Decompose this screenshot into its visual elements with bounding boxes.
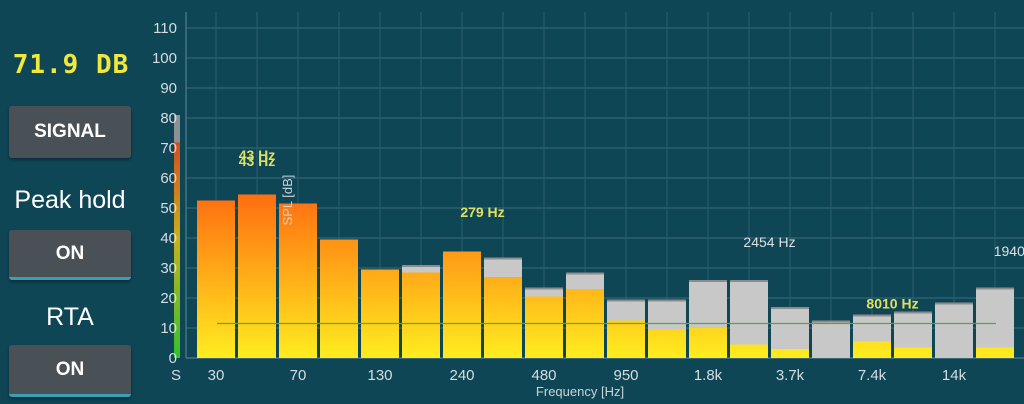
x-tick-label: 7.4k [858, 367, 887, 384]
y-tick-label: 70 [160, 140, 177, 157]
x-tick-label: 30 [208, 367, 225, 384]
rta-bar [771, 349, 809, 358]
y-tick-label: 60 [160, 170, 177, 187]
x-tick-label: 950 [613, 367, 638, 384]
rta-bar [197, 200, 235, 358]
y-tick-label: 110 [153, 20, 177, 37]
y-tick-label: 90 [160, 80, 177, 97]
peak-hold-label: Peak hold [14, 186, 126, 214]
y-tick-label: 100 [152, 50, 177, 67]
rta-bars [197, 194, 1014, 358]
signal-meter-level [174, 142, 180, 358]
peak-hold-toggle-button[interactable]: ON [9, 230, 131, 280]
spl-level-readout: 71.9 DB [12, 50, 130, 80]
rta-bar [976, 347, 1014, 358]
peak-frequency-label: 279 Hz [460, 204, 504, 220]
y-tick-label: 20 [160, 290, 177, 307]
peak-frequency-label: 8010 Hz [866, 296, 918, 312]
y-tick-label: 80 [160, 110, 177, 127]
y-tick-label: 0 [169, 350, 177, 367]
x-tick-label: 130 [367, 367, 392, 384]
spectrum-chart[interactable]: 0 10 20 30 40 50 60 70 80 90 100 110 S 30 70 130 240 480… [140, 0, 1024, 404]
y-tick-label: 30 [160, 260, 177, 277]
rta-bar [443, 251, 481, 358]
x-tick-label: S [171, 367, 181, 384]
signal-button[interactable]: SIGNAL [9, 106, 131, 158]
x-axis-title: Frequency [Hz] [536, 384, 624, 399]
rta-bar [894, 347, 932, 358]
rta-bar [525, 296, 563, 358]
peak-frequency-label: 2454 Hz [743, 234, 795, 250]
rta-bar [361, 269, 399, 358]
rta-label: RTA [46, 303, 94, 331]
rta-bar [730, 344, 768, 358]
rta-bar [238, 194, 276, 358]
peak-frequency-label: 19401 Hz [994, 243, 1024, 259]
x-tick-label: 3.7k [776, 367, 805, 384]
peak-frequency-label: 43 Hz [239, 147, 276, 163]
x-tick-label: 240 [449, 367, 474, 384]
x-axis-tick-labels: S 30 70 130 240 480 950 1.8k 3.7k 7.4k 14k [171, 367, 967, 384]
x-tick-label: 70 [290, 367, 307, 384]
rta-toggle-button[interactable]: ON [9, 345, 131, 397]
x-tick-label: 480 [531, 367, 556, 384]
y-tick-label: 10 [160, 320, 177, 337]
rta-bar [607, 320, 645, 358]
rta-bar [853, 341, 891, 358]
y-tick-label: 50 [160, 200, 177, 217]
rta-bar [279, 203, 317, 358]
signal-level-meter [174, 115, 180, 358]
rta-bar [402, 272, 440, 358]
rta-bar [320, 239, 358, 358]
rta-bar [484, 277, 522, 358]
sidebar-panel: 71.9 DB SIGNAL Peak hold ON RTA ON [0, 0, 140, 404]
rta-bar [648, 329, 686, 358]
y-axis-title: SPL [dB] [280, 175, 295, 226]
peak-hold-bar [976, 287, 1014, 358]
x-tick-label: 1.8k [694, 367, 723, 384]
y-tick-label: 40 [160, 230, 177, 247]
x-tick-label: 14k [942, 367, 967, 384]
peak-hold-bar [812, 320, 850, 358]
y-axis-tick-labels: 0 10 20 30 40 50 60 70 80 90 100 110 [152, 20, 177, 367]
peak-hold-bar [935, 302, 973, 358]
rta-bar [689, 328, 727, 358]
peak-frequency-label: 43 Hz [239, 153, 276, 169]
